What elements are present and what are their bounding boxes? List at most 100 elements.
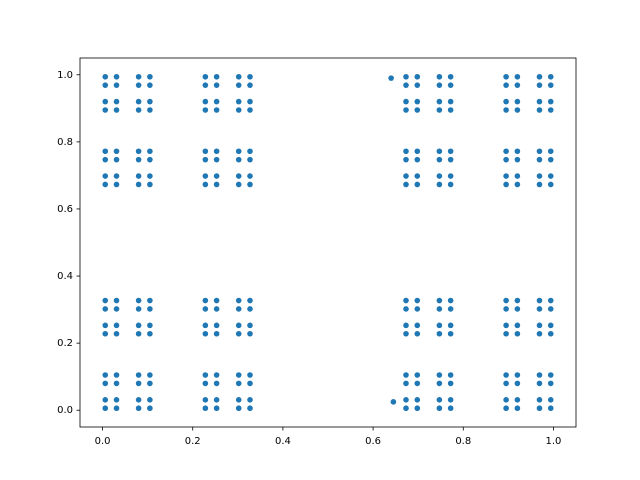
point — [403, 181, 409, 188]
point — [113, 397, 120, 403]
x-tick-label: 0.0 — [95, 436, 111, 447]
point — [514, 173, 521, 179]
y-tick-label: 0.6 — [57, 204, 73, 215]
point — [202, 181, 209, 188]
point — [247, 73, 253, 80]
point — [213, 181, 220, 188]
point — [202, 107, 209, 113]
point — [135, 380, 142, 387]
point — [213, 73, 220, 80]
point — [247, 306, 253, 312]
point — [247, 297, 253, 304]
point — [403, 330, 409, 337]
point — [113, 156, 120, 163]
point — [514, 181, 521, 188]
point — [447, 380, 454, 387]
point — [414, 181, 421, 188]
point — [403, 306, 409, 312]
point — [247, 380, 253, 387]
point — [235, 397, 242, 403]
point — [113, 148, 120, 155]
point — [235, 148, 242, 155]
point — [147, 397, 153, 403]
point — [102, 107, 109, 113]
point — [414, 73, 421, 80]
point — [436, 98, 443, 105]
point — [403, 372, 409, 378]
point — [536, 73, 543, 80]
point — [436, 380, 443, 387]
point — [135, 148, 142, 155]
point — [447, 82, 454, 88]
point — [147, 405, 153, 412]
point — [514, 330, 521, 337]
point — [202, 380, 209, 387]
point — [503, 397, 509, 403]
point — [113, 330, 120, 337]
point — [113, 405, 120, 412]
point — [102, 181, 109, 188]
point — [536, 82, 543, 88]
point — [414, 330, 421, 337]
point — [202, 330, 209, 337]
point — [436, 297, 443, 304]
point — [514, 156, 521, 163]
point — [414, 372, 421, 378]
point — [102, 73, 109, 80]
point — [102, 306, 109, 312]
point — [135, 173, 142, 179]
point — [213, 148, 220, 155]
point — [202, 82, 209, 88]
point — [135, 181, 142, 188]
point — [235, 107, 242, 113]
point — [235, 98, 242, 105]
point — [414, 297, 421, 304]
point — [147, 156, 153, 163]
point — [436, 173, 443, 179]
point — [147, 148, 153, 155]
point — [447, 372, 454, 378]
point — [414, 306, 421, 312]
point — [436, 107, 443, 113]
point — [403, 98, 409, 105]
point — [247, 173, 253, 179]
point — [436, 397, 443, 403]
point — [235, 330, 242, 337]
point — [436, 372, 443, 378]
axes-frame — [79, 57, 577, 428]
point — [403, 173, 409, 179]
point — [536, 397, 543, 403]
point — [403, 82, 409, 88]
point — [147, 322, 153, 329]
point — [202, 297, 209, 304]
point — [213, 397, 220, 403]
point — [503, 372, 509, 378]
x-tick-label: 1.0 — [546, 436, 562, 447]
point — [447, 73, 454, 80]
point — [514, 98, 521, 105]
point — [414, 82, 421, 88]
point — [447, 148, 454, 155]
point — [102, 330, 109, 337]
point — [536, 380, 543, 387]
point — [147, 330, 153, 337]
point — [536, 156, 543, 163]
point — [247, 372, 253, 378]
point — [247, 405, 253, 412]
point — [447, 405, 454, 412]
point — [547, 181, 554, 188]
point — [113, 372, 120, 378]
point — [113, 82, 120, 88]
point — [514, 107, 521, 113]
point — [514, 297, 521, 304]
point — [213, 98, 220, 105]
point — [536, 173, 543, 179]
point — [436, 181, 443, 188]
point — [102, 82, 109, 88]
point — [102, 148, 109, 155]
point — [403, 73, 409, 80]
point — [547, 372, 554, 378]
point — [135, 397, 142, 403]
point — [147, 297, 153, 304]
point — [447, 173, 454, 179]
